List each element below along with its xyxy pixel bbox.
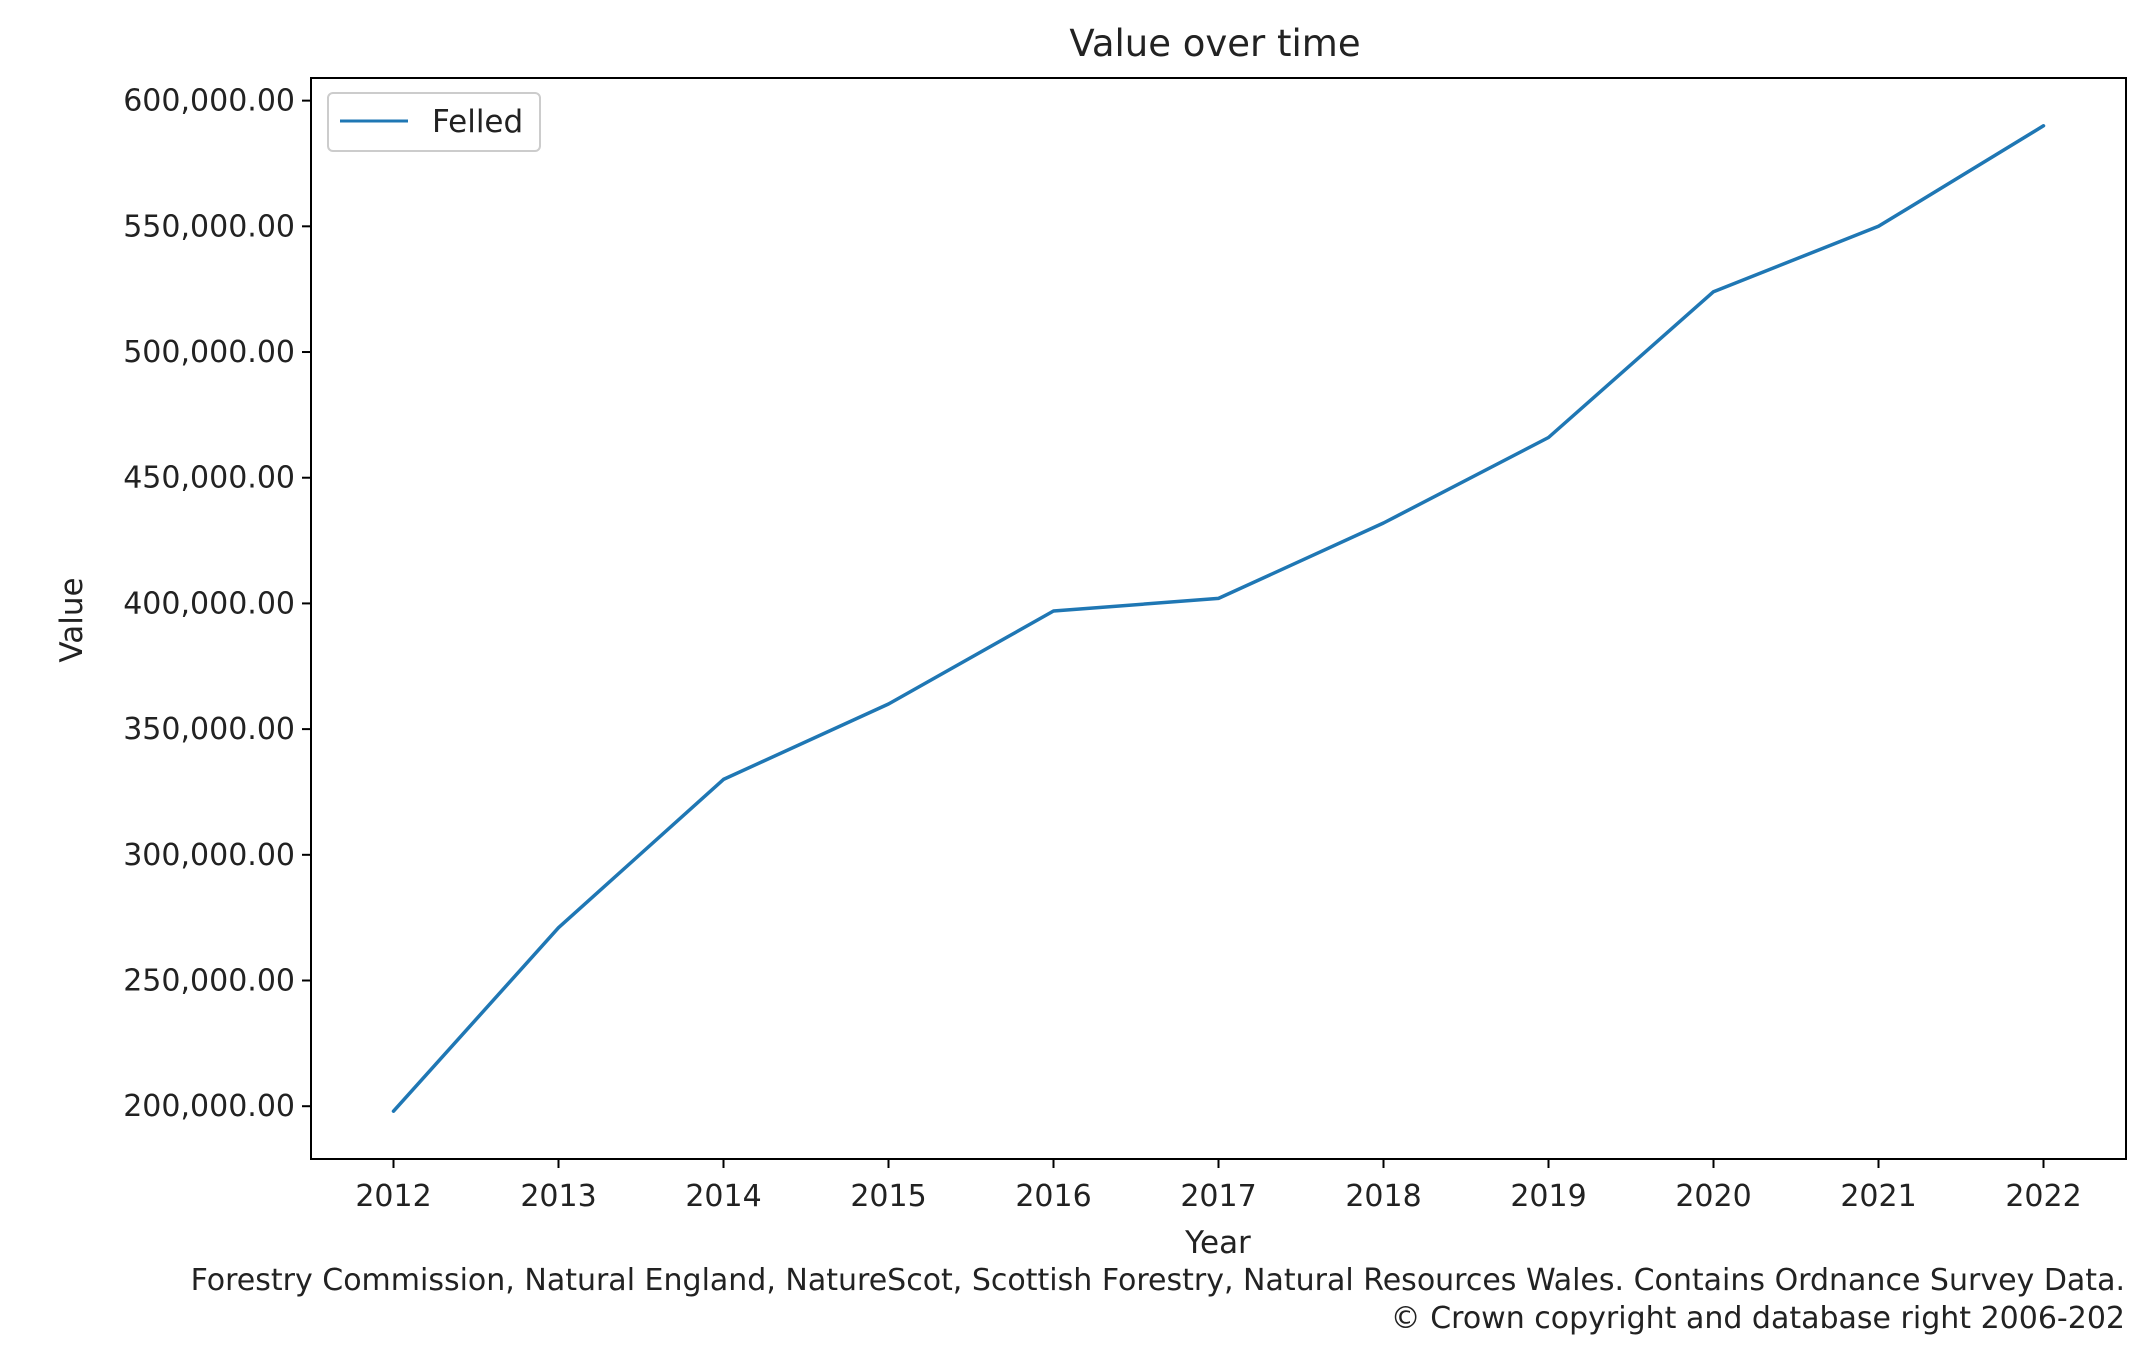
x-axis: 2012 2013 2014 2015 2016 2017 2018 2019 2020 2021…: [355, 1159, 2082, 1214]
y-tick-label: 550,000.00: [123, 209, 295, 244]
x-tick-label: 2020: [1675, 1179, 1751, 1214]
chart-title: Value over time: [1069, 22, 1360, 65]
y-tick-label: 250,000.00: [123, 964, 295, 999]
plot-series: [391, 124, 2046, 1113]
y-tick-label: 300,000.00: [123, 838, 295, 873]
y-tick-label: 200,000.00: [123, 1089, 295, 1124]
x-tick-label: 2015: [850, 1179, 926, 1214]
y-tick-label: 400,000.00: [123, 586, 295, 621]
legend-box: [327, 92, 541, 152]
caption-line-2: © Crown copyright and database right 200…: [1391, 1301, 2125, 1336]
plot-frame: [310, 77, 2127, 1160]
x-tick-label: 2021: [1840, 1179, 1916, 1214]
legend-entry-felled: Felled: [432, 104, 523, 140]
x-axis-label: Year: [1184, 1225, 1251, 1261]
y-axis-label: Value: [54, 577, 90, 662]
y-tick-label: 500,000.00: [123, 335, 295, 370]
x-tick-label: 2013: [520, 1179, 596, 1214]
y-tick-label: 350,000.00: [123, 712, 295, 747]
legend: Felled: [327, 92, 541, 152]
y-tick-label: 600,000.00: [123, 84, 295, 119]
series-line-felled: [391, 124, 2046, 1113]
y-tick-label: 450,000.00: [123, 461, 295, 496]
y-axis: 200,000.00 250,000.00 300,000.00 350,000.00…: [123, 84, 311, 1124]
x-tick-label: 2014: [685, 1179, 761, 1214]
x-tick-label: 2019: [1510, 1179, 1586, 1214]
x-tick-label: 2017: [1180, 1179, 1256, 1214]
caption-line-1: Forestry Commission, Natural England, Na…: [191, 1263, 2125, 1298]
x-tick-label: 2012: [355, 1179, 431, 1214]
x-tick-label: 2022: [2005, 1179, 2081, 1214]
x-tick-label: 2018: [1345, 1179, 1421, 1214]
x-tick-label: 2016: [1015, 1179, 1091, 1214]
